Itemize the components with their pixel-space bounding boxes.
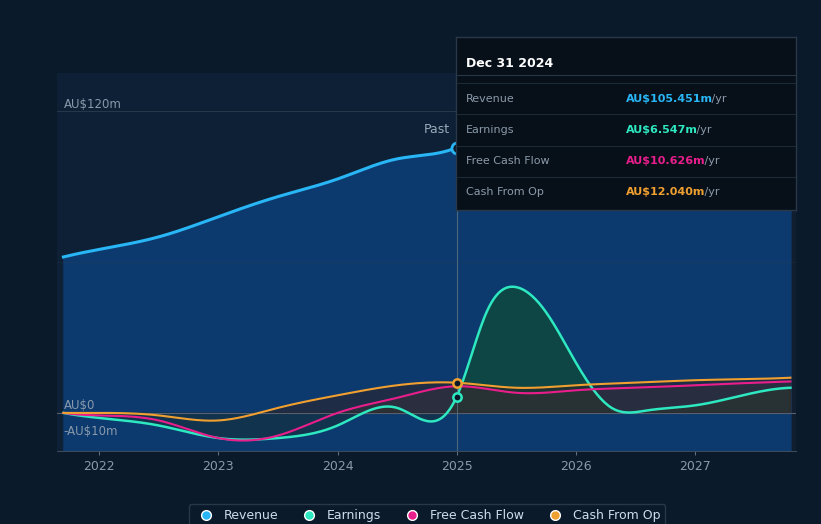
Text: Analysts Forecasts: Analysts Forecasts: [464, 123, 580, 136]
Text: AU$10.626m: AU$10.626m: [626, 156, 705, 166]
Text: Dec 31 2024: Dec 31 2024: [466, 58, 553, 70]
Text: -AU$10m: -AU$10m: [63, 425, 118, 438]
Text: /yr: /yr: [701, 156, 719, 166]
Text: AU$105.451m: AU$105.451m: [626, 94, 713, 104]
Text: AU$12.040m: AU$12.040m: [626, 187, 705, 198]
Text: AU$0: AU$0: [63, 399, 94, 412]
Bar: [57, 73, 456, 451]
Text: Revenue: Revenue: [466, 94, 515, 104]
Text: Cash From Op: Cash From Op: [466, 187, 544, 198]
Text: /yr: /yr: [694, 125, 712, 135]
Text: Past: Past: [424, 123, 450, 136]
Text: /yr: /yr: [709, 94, 727, 104]
Text: Earnings: Earnings: [466, 125, 515, 135]
Bar: [456, 73, 796, 451]
Text: AU$6.547m: AU$6.547m: [626, 125, 698, 135]
Text: /yr: /yr: [701, 187, 719, 198]
Legend: Revenue, Earnings, Free Cash Flow, Cash From Op: Revenue, Earnings, Free Cash Flow, Cash …: [189, 505, 665, 524]
Text: Free Cash Flow: Free Cash Flow: [466, 156, 549, 166]
Text: AU$120m: AU$120m: [63, 98, 122, 111]
